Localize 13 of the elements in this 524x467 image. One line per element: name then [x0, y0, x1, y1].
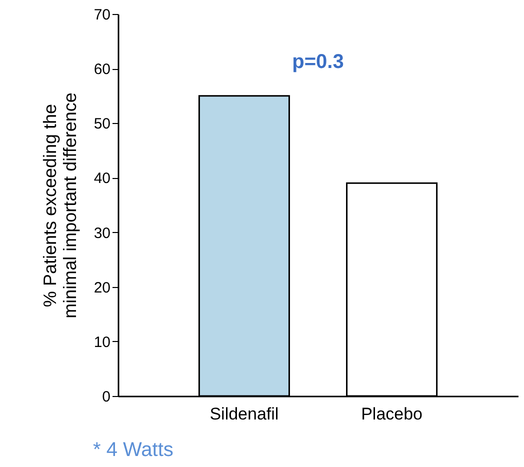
y-tick-label: 60 [94, 61, 110, 78]
x-tick-label: Placebo [361, 404, 423, 424]
y-tick-label: 40 [94, 170, 110, 188]
y-tick-label: 10 [94, 334, 110, 351]
y-tick-label: 70 [94, 6, 110, 24]
y-tick-label: 30 [94, 224, 110, 242]
x-tick-label: Sildenafil [210, 404, 279, 424]
annotation: p=0.3 [292, 51, 344, 73]
y-tick-label: 0 [102, 388, 110, 406]
y-tick-label: 20 [94, 279, 110, 296]
text: * 4 Watts [93, 439, 174, 461]
y-tick-label: 50 [94, 116, 110, 133]
y-axis-title: % Patients exceeding the minimal important difference [40, 92, 80, 318]
